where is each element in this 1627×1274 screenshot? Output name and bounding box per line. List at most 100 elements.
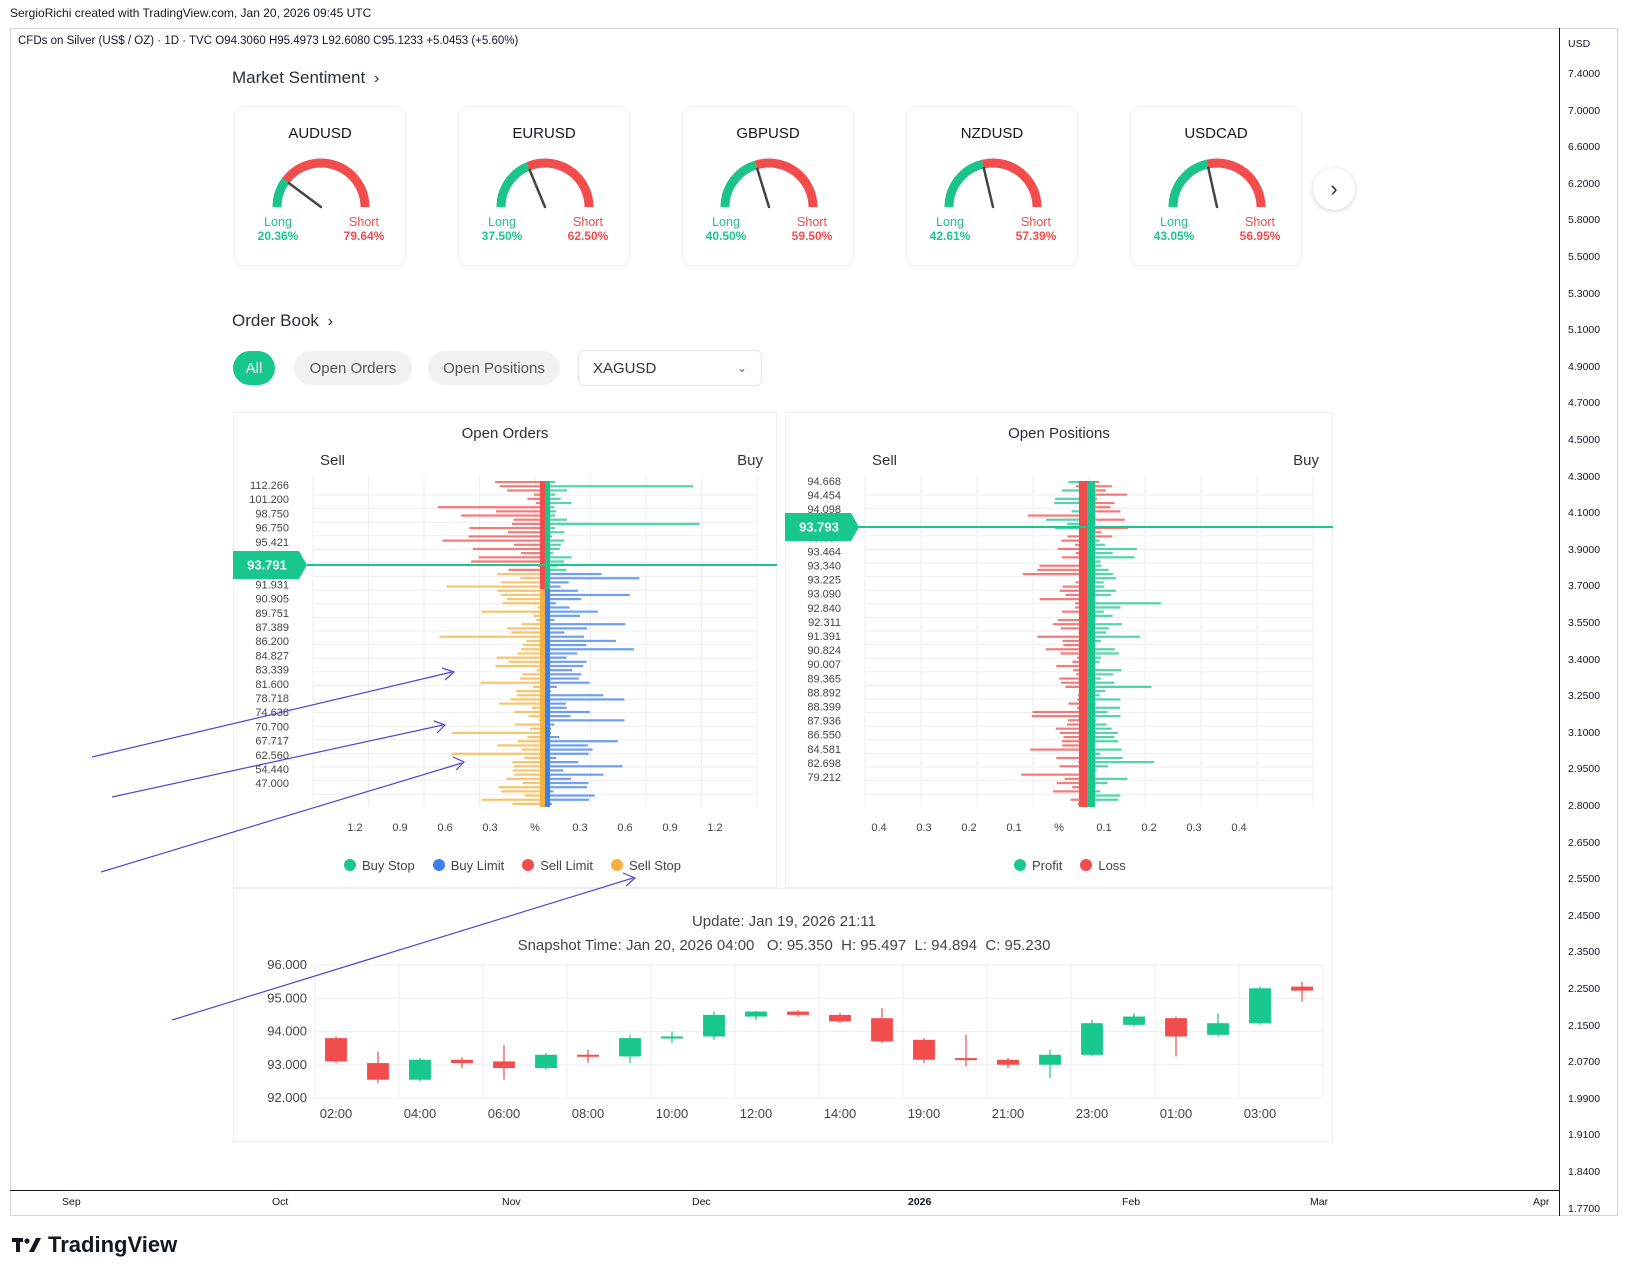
buy-bar [1092,660,1100,663]
candle-body[interactable] [1291,986,1313,991]
candle-body[interactable] [1081,1023,1103,1055]
buy-bar [550,644,587,647]
currency-label[interactable]: USD [1568,38,1591,50]
gauge-short-arc [754,158,818,208]
filter-open-positions[interactable]: Open Positions [428,351,560,385]
candle-body[interactable] [1249,988,1271,1024]
buy-bar [550,589,578,592]
gauge-short-arc [526,158,594,208]
price-scale-label: 7.0000 [1568,104,1601,117]
gauge-needle [1207,166,1219,209]
legend-item[interactable]: Buy Stop [344,858,415,873]
buy-bar [550,719,625,722]
buy-bar [550,518,568,521]
chevron-right-icon: › [1330,176,1338,201]
sell-bar [1059,765,1082,768]
legend-dot-icon [610,859,623,871]
x-tick-label: % [530,822,540,834]
candle-body[interactable] [955,1058,977,1061]
sell-bar [513,518,540,521]
candle-body[interactable] [1039,1054,1061,1065]
sell-bar [1055,727,1082,730]
tv-header: SergioRichi created with TradingView.com… [10,6,372,20]
candlestick-chart[interactable]: 96.000 95.000 94.000 93.000 92.000 02:00 04:00… [233,955,1333,1135]
candle-x-tick: 01:00 [1160,1106,1193,1121]
legend-dot-icon [344,859,356,871]
order-book-title[interactable]: Order Book › [232,311,333,331]
market-sentiment-title[interactable]: Market Sentiment › [232,68,379,88]
candle-body[interactable] [871,1018,893,1042]
legend-item[interactable]: Buy Limit [432,858,505,873]
price-scale-divider [1559,28,1560,1216]
buy-bar [550,531,565,534]
sentiment-card[interactable]: GBPUSD Long 40.50% Short 59.50% [682,106,854,266]
sentiment-card[interactable]: AUDUSD Long 20.36% Short 79.64% [234,106,406,266]
next-button[interactable]: › [1313,168,1355,210]
open-positions-legend[interactable]: Profit Loss [1014,858,1126,873]
buy-bar [1092,635,1141,638]
buy-bar [550,669,573,672]
buy-bar [550,744,588,747]
open-orders-chart[interactable]: Sell Buy 112.266 101.200 98.750 96.750 95.421 9… [233,455,777,847]
sell-bar [513,765,540,768]
candle-body[interactable] [535,1054,557,1069]
gauge-short-arc [1206,158,1266,208]
candle-body[interactable] [367,1063,389,1080]
candle-y-tick: 95.000 [267,990,307,1005]
symbol-legend[interactable]: CFDs on Silver (US$ / OZ) · 1D · TVC O94… [18,35,519,47]
symbol-select[interactable]: XAGUSD ⌄ [578,350,762,386]
buy-bar [550,656,567,659]
buy-bar [550,752,589,755]
book-price-label: 96.750 [255,523,289,535]
legend-item[interactable]: Sell Limit [522,858,593,873]
price-scale-label: 1.8400 [1568,1166,1601,1178]
price-scale-label: 2.2500 [1568,983,1601,995]
candle-body[interactable] [829,1014,851,1022]
candle-body[interactable] [619,1038,641,1057]
candle-body[interactable] [787,1011,809,1015]
candle-body[interactable] [493,1061,515,1069]
sentiment-card[interactable]: EURUSD Long 37.50% Short 62.50% [458,106,630,266]
legend-item[interactable]: Loss [1080,858,1126,873]
tradingview-logo[interactable]: TradingView [12,1232,177,1258]
time-axis-label: Nov [502,1196,521,1208]
buy-bar [550,769,564,772]
buy-bar [1092,568,1109,571]
sentiment-card[interactable]: NZDUSD Long 42.61% Short 57.39% [906,106,1078,266]
sell-bar [522,673,540,676]
book-price-label: 88.399 [807,702,841,714]
sell-bar [1059,589,1082,592]
buy-bar [550,526,556,530]
candle-body[interactable] [997,1059,1019,1065]
legend-item[interactable]: Profit [1014,858,1062,873]
filter-all[interactable]: All [233,351,275,385]
buy-label: Buy [737,455,763,469]
candle-body[interactable] [1207,1023,1229,1035]
candle-body[interactable] [745,1011,767,1017]
sell-bar [1075,485,1082,488]
card-long: Long 43.05% [1139,215,1209,243]
candle-body[interactable] [325,1038,347,1062]
symbol-select-value: XAGUSD [593,359,657,377]
open-positions-chart[interactable]: SellBuy94.66894.45494.09893.58793.46493.… [785,455,1333,847]
candle-y-tick: 96.000 [267,957,307,972]
candle-body[interactable] [451,1059,473,1064]
buy-bar [1092,639,1102,643]
sell-bar [531,706,540,709]
candle-body[interactable] [1165,1018,1187,1037]
sell-bar [1057,618,1082,622]
candle-body[interactable] [577,1054,599,1057]
legend-item[interactable]: Sell Stop [610,858,681,873]
candle-body[interactable] [409,1059,431,1080]
tradingview-brand-text: TradingView [48,1232,178,1257]
candle-body[interactable] [1123,1016,1145,1025]
filter-open-orders[interactable]: Open Orders [294,351,412,385]
buy-bar [1092,531,1102,534]
candle-body[interactable] [661,1036,683,1039]
legend-label: Buy Limit [450,858,505,873]
sentiment-card[interactable]: USDCAD Long 43.05% Short 56.95% [1130,106,1302,266]
candle-body[interactable] [913,1039,935,1060]
price-scale-label: 4.5000 [1568,434,1601,446]
open-orders-legend[interactable]: Buy Stop Buy Limit Sell Limit Sell Stop [344,858,681,873]
candle-body[interactable] [703,1014,725,1037]
